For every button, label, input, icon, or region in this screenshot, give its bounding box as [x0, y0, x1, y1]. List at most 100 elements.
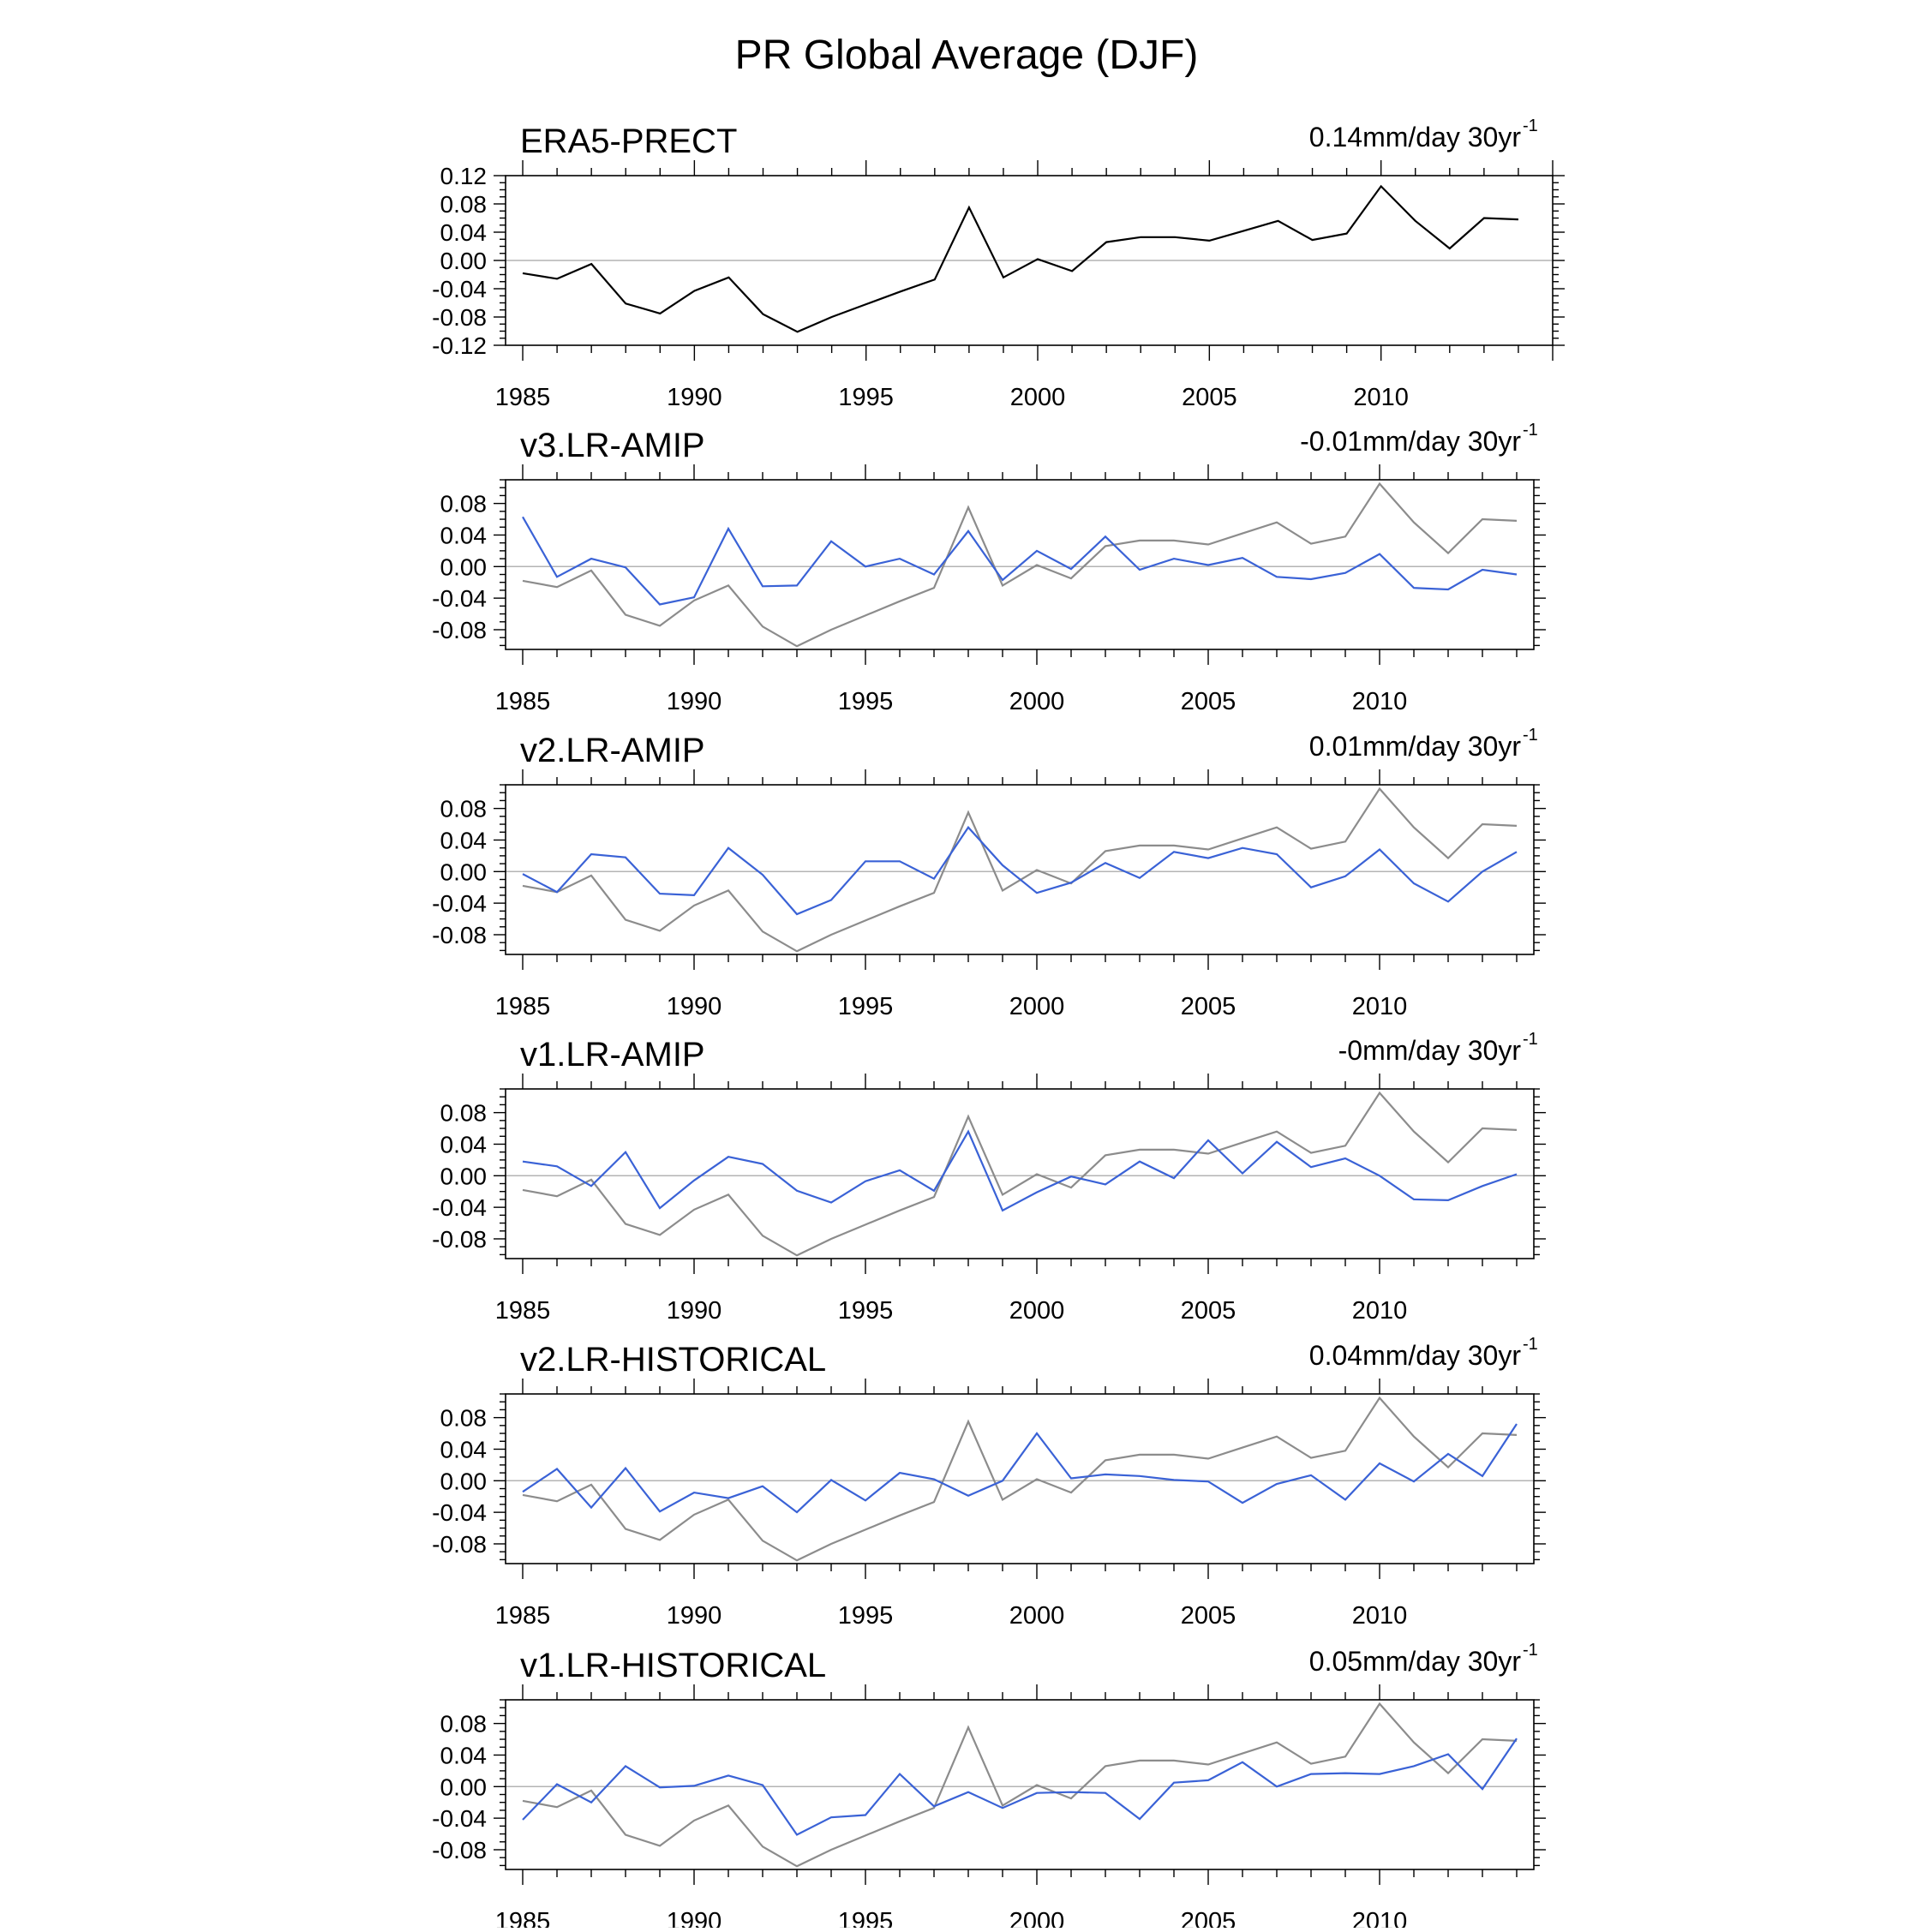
plot-frame	[505, 479, 1535, 650]
y-tick-label: 0.04	[440, 1436, 488, 1462]
model-series-line	[522, 825, 1518, 916]
y-tick-label: 0.08	[440, 491, 488, 517]
panel-1: 0.120.080.040.00-0.04-0.08-0.12 1985 1990 1…	[432, 117, 1565, 411]
y-tick-label: -0.04	[432, 276, 487, 302]
plot-frame	[505, 1393, 1535, 1564]
x-tick-label: 2005	[1181, 1297, 1236, 1325]
trend-label: 0.04mm/day 30yr	[1309, 1340, 1522, 1371]
y-tick-label: -0.08	[432, 1837, 487, 1863]
x-tick-label: 2005	[1182, 384, 1237, 411]
trend-label: 0.14mm/day 30yr	[1309, 122, 1522, 153]
trend-superscript: -1	[1523, 1335, 1538, 1354]
plot-frame	[505, 784, 1535, 955]
trend-superscript: -1	[1523, 117, 1538, 135]
y-tick-label: 0.00	[440, 858, 488, 885]
x-tick-label: 2005	[1181, 1908, 1236, 1928]
x-tick-label: 2010	[1352, 993, 1408, 1020]
trend-superscript: -1	[1523, 726, 1538, 745]
x-tick-label: 1990	[667, 688, 722, 715]
x-tick-label: 1990	[667, 1297, 722, 1325]
panel-4: 0.08 0.04 0.00 -0.04 -0.08 1985 1990 1995 2000 20…	[432, 1030, 1546, 1325]
x-tick-label: 1995	[838, 993, 894, 1020]
y-tick-label: 0.08	[440, 1100, 488, 1127]
y-tick-label: 0.04	[440, 1131, 488, 1157]
trend-label: -0mm/day 30yr	[1338, 1035, 1522, 1066]
x-tick-label: 2000	[1009, 1908, 1065, 1928]
x-tick-label: 2000	[1009, 688, 1065, 715]
y-tick-label: -0.12	[432, 332, 487, 359]
reference-series-line	[522, 1396, 1518, 1562]
x-tick-label: 2000	[1009, 1602, 1065, 1630]
panel-title: v2.LR-HISTORICAL	[520, 1341, 826, 1379]
x-tick-label: 1990	[667, 1602, 722, 1630]
x-tick-label: 1985	[495, 1908, 551, 1928]
panel-title: v2.LR-AMIP	[520, 732, 705, 769]
x-tick-label: 1995	[838, 1602, 894, 1630]
y-tick-label: 0.08	[440, 1405, 488, 1432]
trend-superscript: -1	[1523, 1030, 1538, 1049]
x-tick-label: 1990	[667, 993, 722, 1020]
model-series-line	[522, 1423, 1518, 1514]
panel-6: 0.08 0.04 0.00 -0.04 -0.08 1985 1990 1995 2000 20…	[432, 1641, 1546, 1932]
trend-label: 0.01mm/day 30yr	[1309, 731, 1522, 762]
x-tick-label: 1995	[838, 1908, 894, 1928]
y-tick-label: 0.00	[440, 248, 488, 274]
y-tick-label: 0.12	[440, 163, 488, 189]
x-tick-label: 2010	[1352, 1602, 1408, 1630]
y-tick-label: 0.00	[440, 1163, 488, 1189]
x-tick-label: 2010	[1353, 384, 1409, 411]
trend-superscript: -1	[1523, 421, 1538, 440]
y-tick-label: 0.00	[440, 1773, 488, 1800]
panel-3: 0.08 0.04 0.00 -0.04 -0.08 1985 1990 1995 2000 20…	[432, 726, 1546, 1020]
plot-frame	[505, 1088, 1535, 1259]
y-tick-label: 0.08	[440, 191, 488, 218]
reference-series-line	[522, 1091, 1518, 1257]
y-tick-label: 0.04	[440, 219, 488, 246]
reference-series-line	[522, 482, 1518, 648]
x-tick-label: 2000	[1009, 1297, 1065, 1325]
y-tick-label: -0.08	[432, 1226, 487, 1253]
plot-frame	[505, 1699, 1535, 1870]
x-tick-label: 1985	[495, 688, 551, 715]
y-tick-label: -0.04	[432, 1805, 487, 1832]
x-tick-label: 1985	[495, 384, 551, 411]
y-tick-label: 0.00	[440, 1468, 488, 1494]
y-tick-label: -0.04	[432, 890, 487, 917]
panel-title: v1.LR-HISTORICAL	[520, 1647, 826, 1684]
x-tick-label: 1995	[838, 1297, 894, 1325]
y-tick-label: -0.04	[432, 1194, 487, 1221]
trend-label: -0.01mm/day 30yr	[1300, 426, 1521, 457]
x-tick-label: 1985	[495, 1297, 551, 1325]
model-series-line	[522, 1738, 1518, 1836]
panel-2: 0.08 0.04 0.00 -0.04 -0.08 1985 1990 1995 2000 20…	[432, 421, 1546, 715]
panel-title: v3.LR-AMIP	[520, 427, 705, 464]
model-series-line	[522, 516, 1518, 606]
y-tick-label: -0.08	[432, 617, 487, 643]
y-tick-label: 0.08	[440, 796, 488, 822]
x-tick-label: 1985	[495, 1602, 551, 1630]
y-tick-label: 0.08	[440, 1711, 488, 1738]
x-tick-label: 1990	[667, 1908, 722, 1928]
reference-series-line	[522, 1702, 1518, 1868]
x-tick-label: 2005	[1181, 1602, 1236, 1630]
y-tick-label: -0.04	[432, 1499, 487, 1526]
y-tick-label: -0.08	[432, 1531, 487, 1558]
x-tick-label: 2005	[1181, 688, 1236, 715]
trend-label: 0.05mm/day 30yr	[1309, 1646, 1522, 1677]
y-tick-label: 0.04	[440, 522, 488, 548]
x-tick-label: 2010	[1352, 688, 1408, 715]
figure-title: PR Global Average (DJF)	[735, 33, 1199, 78]
reference-series-line	[522, 787, 1518, 953]
x-tick-label: 1995	[838, 688, 894, 715]
panel-5: 0.08 0.04 0.00 -0.04 -0.08 1985 1990 1995 2000 20…	[432, 1335, 1546, 1630]
x-tick-label: 2005	[1181, 993, 1236, 1020]
x-tick-label: 2000	[1009, 993, 1065, 1020]
x-tick-label: 1990	[667, 384, 722, 411]
x-tick-label: 1985	[495, 993, 551, 1020]
x-tick-label: 2000	[1010, 384, 1066, 411]
panel-title: v1.LR-AMIP	[520, 1036, 705, 1074]
y-tick-label: -0.08	[432, 922, 487, 948]
y-tick-label: 0.04	[440, 1742, 488, 1768]
